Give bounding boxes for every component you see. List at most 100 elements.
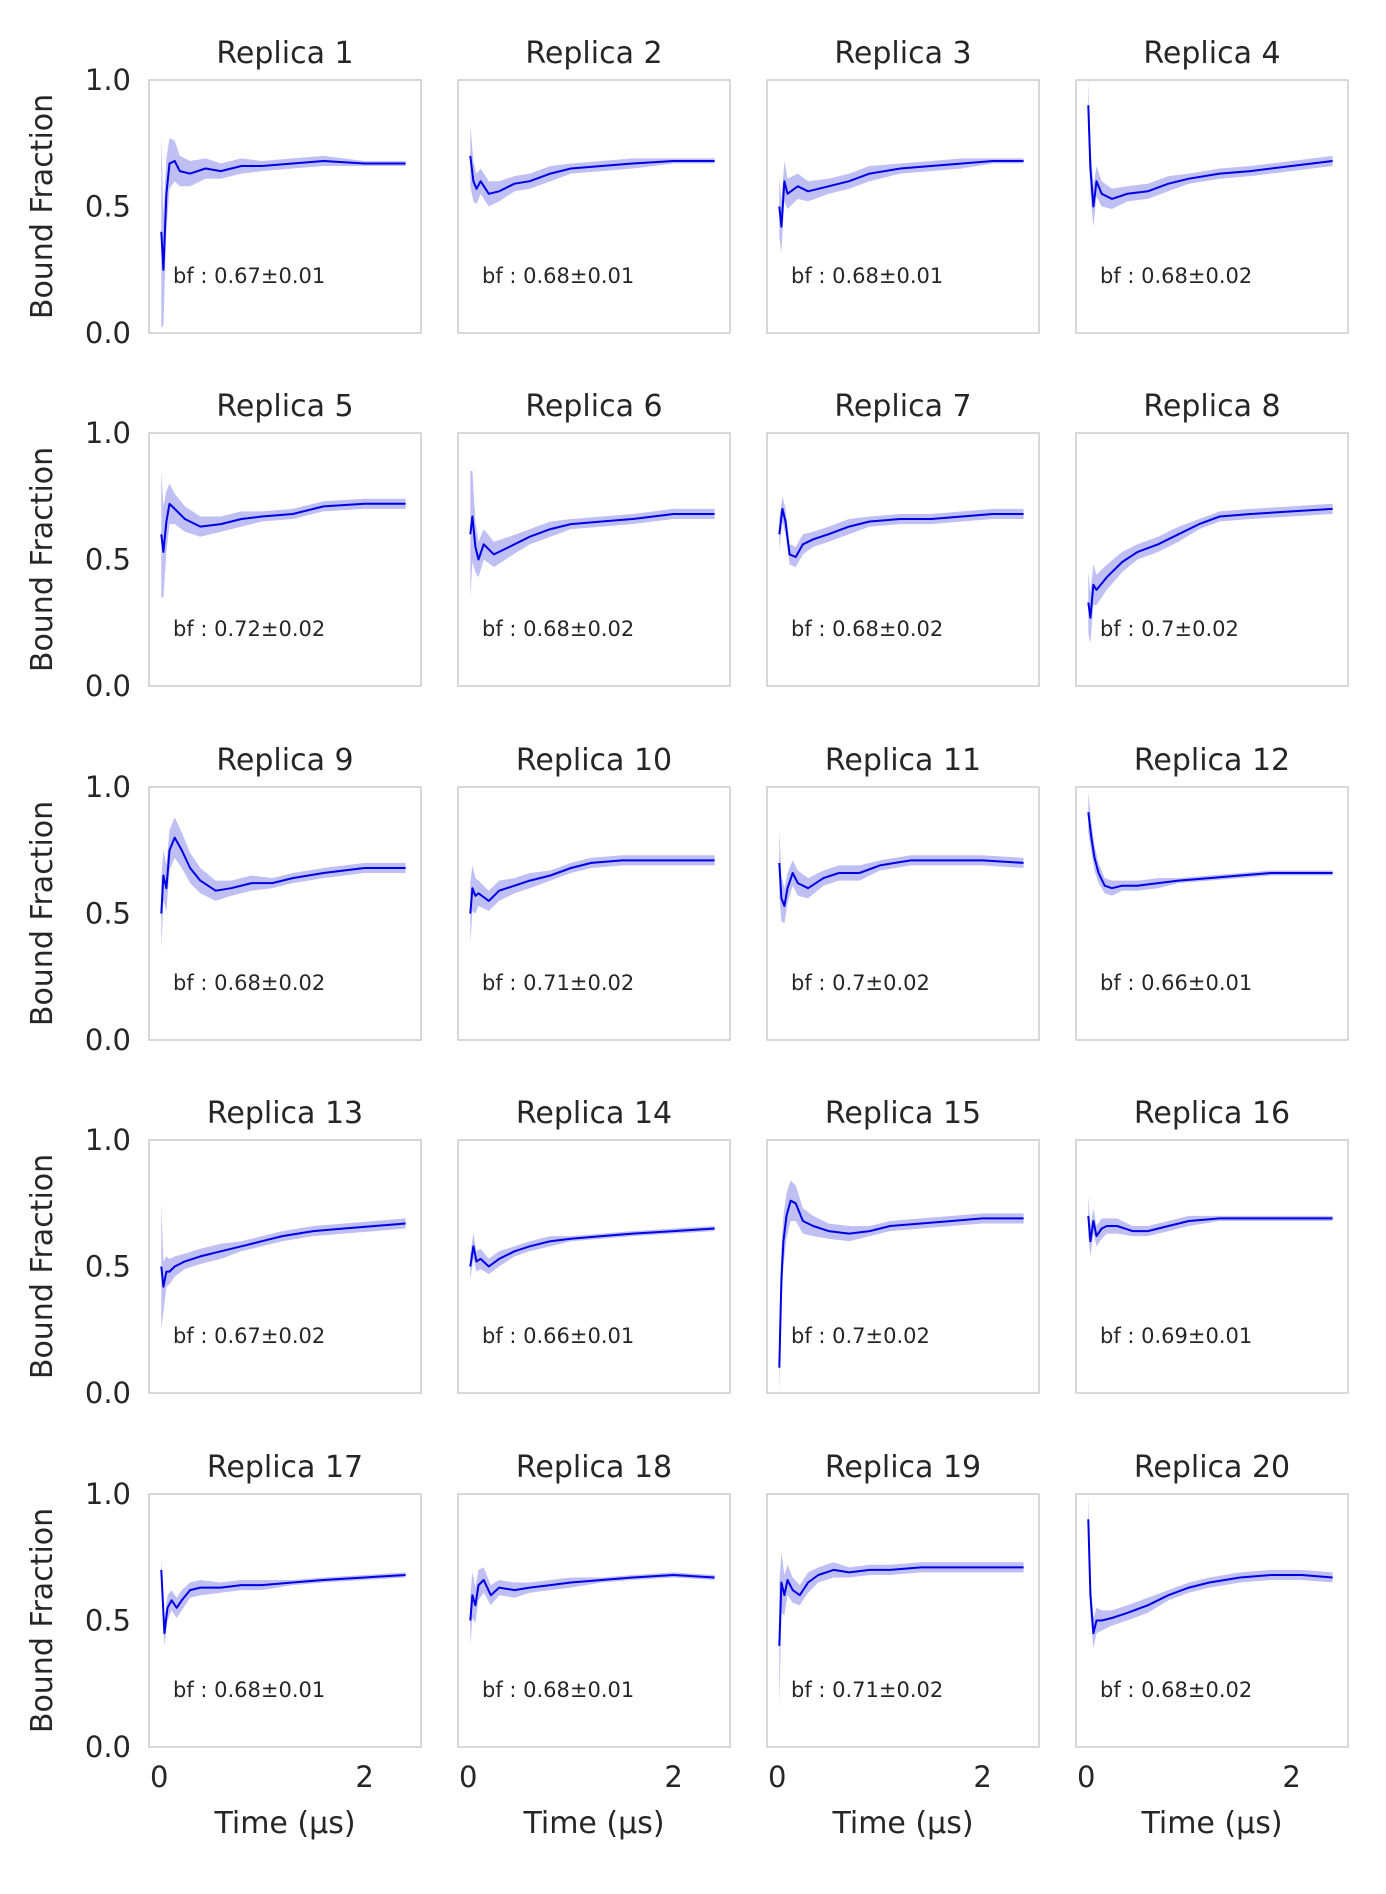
panel-18-annotation: bf : 0.68±0.01 (482, 1678, 634, 1702)
panel-12-series-line (1087, 812, 1333, 890)
panel-10-annotation: bf : 0.71±0.02 (482, 971, 634, 995)
panel-17-title: Replica 17 (207, 1450, 363, 1485)
panel-17-error-band (161, 1557, 406, 1646)
panel-20-title: Replica 20 (1134, 1450, 1290, 1485)
x-tick-label: 0 (1077, 1760, 1095, 1794)
panel-4-series-line (1087, 105, 1333, 208)
panel-3-series-line (778, 160, 1024, 228)
x-axis-label: Time (μs) (522, 1806, 664, 1841)
panel-14-series-line (469, 1227, 715, 1268)
panel-16-annotation: bf : 0.69±0.01 (1100, 1324, 1252, 1348)
y-tick-label: 0.5 (85, 1604, 131, 1638)
panel-14-title: Replica 14 (516, 1096, 672, 1131)
panel-5-frame (148, 432, 422, 687)
panel-11-annotation: bf : 0.7±0.02 (791, 971, 930, 995)
panel-12-error-band (1088, 792, 1333, 896)
panel-6-error-band (470, 470, 715, 598)
panel-18-error-band (470, 1567, 715, 1646)
panel-13-title: Replica 13 (207, 1096, 363, 1131)
panel-12-frame (1075, 786, 1349, 1041)
x-tick-label: 2 (973, 1760, 991, 1794)
y-tick-label: 0.5 (85, 897, 131, 931)
panel-19-annotation: bf : 0.71±0.02 (791, 1678, 943, 1702)
panel-13-annotation: bf : 0.67±0.02 (173, 1324, 325, 1348)
panel-8-title: Replica 8 (1143, 389, 1280, 424)
panel-15-title: Replica 15 (825, 1096, 981, 1131)
y-tick-label: 0.0 (85, 1023, 131, 1057)
panel-14-frame (457, 1139, 731, 1394)
panel-19-title: Replica 19 (825, 1450, 981, 1485)
y-tick-label: 1.0 (85, 1477, 131, 1511)
panel-1-frame (148, 79, 422, 334)
panel-15-annotation: bf : 0.7±0.02 (791, 1324, 930, 1348)
x-tick-label: 0 (150, 1760, 168, 1794)
y-axis-label: Bound Fraction (25, 94, 60, 319)
panel-7-series-line (778, 507, 1024, 558)
y-tick-label: 0.0 (85, 669, 131, 703)
panel-12-annotation: bf : 0.66±0.01 (1100, 971, 1252, 995)
panel-5-annotation: bf : 0.72±0.02 (173, 617, 325, 641)
y-axis-label: Bound Fraction (25, 801, 60, 1026)
x-axis-label: Time (μs) (213, 1806, 355, 1841)
x-tick-label: 2 (664, 1760, 682, 1794)
panel-3-annotation: bf : 0.68±0.01 (791, 264, 943, 288)
panel-13-series-line (160, 1222, 406, 1288)
y-tick-label: 0.0 (85, 1376, 131, 1410)
y-tick-label: 0.0 (85, 1730, 131, 1764)
x-axis-label: Time (μs) (831, 1806, 973, 1841)
y-tick-label: 0.5 (85, 190, 131, 224)
panel-4-title: Replica 4 (1143, 36, 1280, 71)
panel-12-title: Replica 12 (1134, 743, 1290, 778)
panel-9-frame (148, 786, 422, 1041)
panel-8-series-line (1087, 507, 1333, 619)
panel-9-annotation: bf : 0.68±0.02 (173, 971, 325, 995)
panel-3-frame (766, 79, 1040, 334)
panel-14-annotation: bf : 0.66±0.01 (482, 1324, 634, 1348)
y-axis-label: Bound Fraction (25, 1154, 60, 1379)
panel-1-series-line (160, 160, 406, 271)
panel-16-series-line (1087, 1215, 1333, 1243)
panel-2-frame (457, 79, 731, 334)
x-tick-label: 0 (768, 1760, 786, 1794)
panel-13-error-band (161, 1203, 406, 1330)
panel-20-frame (1075, 1493, 1349, 1748)
x-axis-label: Time (μs) (1140, 1806, 1282, 1841)
panel-15-series-line (778, 1199, 1024, 1368)
panel-10-frame (457, 786, 731, 1041)
panel-20-series-line (1087, 1519, 1333, 1635)
panel-1-title: Replica 1 (216, 36, 353, 71)
panel-15-frame (766, 1139, 1040, 1394)
panel-8-frame (1075, 432, 1349, 687)
panel-18-frame (457, 1493, 731, 1748)
panel-1-annotation: bf : 0.67±0.01 (173, 264, 325, 288)
panel-18-title: Replica 18 (516, 1450, 672, 1485)
panel-11-title: Replica 11 (825, 743, 981, 778)
panel-16-title: Replica 16 (1134, 1096, 1290, 1131)
panel-15-error-band (779, 1180, 1024, 1393)
panel-4-annotation: bf : 0.68±0.02 (1100, 264, 1252, 288)
x-tick-label: 2 (1282, 1760, 1300, 1794)
panel-6-series-line (469, 513, 715, 561)
y-axis-label: Bound Fraction (25, 447, 60, 672)
panel-17-frame (148, 1493, 422, 1748)
panel-4-error-band (1088, 80, 1333, 227)
panel-4-frame (1075, 79, 1349, 334)
panel-7-frame (766, 432, 1040, 687)
y-axis-label: Bound Fraction (25, 1508, 60, 1733)
panel-2-annotation: bf : 0.68±0.01 (482, 264, 634, 288)
y-tick-label: 0.0 (85, 316, 131, 350)
panel-10-error-band (470, 855, 715, 944)
panel-16-frame (1075, 1139, 1349, 1394)
panel-5-error-band (161, 471, 406, 598)
panel-8-annotation: bf : 0.7±0.02 (1100, 617, 1239, 641)
panel-17-series-line (160, 1569, 406, 1635)
panel-9-error-band (161, 817, 406, 949)
panel-13-frame (148, 1139, 422, 1394)
panel-6-frame (457, 432, 731, 687)
y-tick-label: 0.5 (85, 1250, 131, 1284)
panel-2-title: Replica 2 (525, 36, 662, 71)
panel-6-annotation: bf : 0.68±0.02 (482, 617, 634, 641)
panel-16-error-band (1088, 1195, 1333, 1257)
